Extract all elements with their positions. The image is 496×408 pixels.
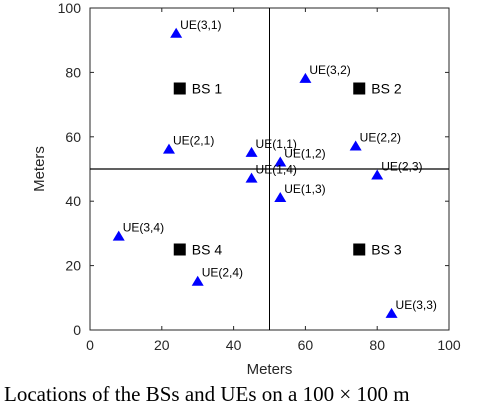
- bs-label: BS 4: [192, 242, 223, 258]
- x-tick-label: 0: [86, 337, 94, 353]
- ue-marker: [274, 191, 287, 202]
- ue-marker: [245, 146, 258, 157]
- ue-marker: [191, 275, 204, 286]
- figure-caption: Locations of the BSs and UEs on a 100 × …: [4, 382, 410, 406]
- ue-label: UE(2,2): [360, 130, 401, 144]
- bs-label: BS 1: [192, 81, 223, 97]
- plot-axes: 0 20 40 60 80 100 0 20 40 60 80 100: [58, 0, 461, 353]
- x-axis-label: Meters: [247, 361, 293, 378]
- y-tick-label: 80: [65, 64, 81, 80]
- x-tick-label: 20: [154, 337, 170, 353]
- quadrant-divider-lines: [90, 8, 449, 330]
- y-tick-label: 60: [65, 129, 81, 145]
- x-tick-label: 80: [369, 337, 385, 353]
- bs-marker: [173, 82, 186, 95]
- ue-label: UE(1,3): [284, 182, 325, 196]
- x-tick-label: 100: [437, 337, 461, 353]
- chart-marks: BS 1 BS 2 BS 3 BS 4 UE(3,1) UE(3,2) UE(2,1) UE(…: [112, 18, 437, 318]
- bs-label: BS 3: [371, 242, 402, 258]
- ue-label: UE(2,3): [381, 159, 422, 173]
- ue-label: UE(3,2): [309, 63, 350, 77]
- y-tick-label: 20: [65, 258, 81, 274]
- ue-marker: [299, 72, 312, 83]
- ue-label: UE(3,4): [123, 221, 164, 235]
- bs-marker: [353, 82, 366, 95]
- bs-label: BS 2: [371, 81, 402, 97]
- ue-label: UE(1,1): [256, 137, 297, 151]
- ue-marker: [162, 143, 175, 154]
- x-tick-label: 60: [298, 337, 314, 353]
- ue-marker: [245, 172, 258, 183]
- y-tick-label: 100: [58, 0, 82, 16]
- x-tick-label: 40: [226, 337, 242, 353]
- y-axis-label: Meters: [31, 146, 48, 192]
- bs-marker: [173, 243, 186, 256]
- ue-label: UE(3,3): [396, 298, 437, 312]
- ue-marker: [274, 156, 287, 167]
- ue-marker: [112, 230, 125, 241]
- ue-marker: [349, 140, 362, 151]
- ue-label: UE(2,4): [202, 266, 243, 280]
- ue-label: UE(2,1): [173, 134, 214, 148]
- ue-marker: [371, 169, 384, 180]
- ue-label: UE(1,2): [284, 147, 325, 161]
- ue-label: UE(1,4): [256, 163, 297, 177]
- bs-marker: [353, 243, 366, 256]
- ue-marker: [170, 27, 183, 38]
- ue-label: UE(3,1): [180, 18, 221, 32]
- ue-marker: [385, 307, 398, 318]
- y-tick-label: 40: [65, 193, 81, 209]
- y-tick-label: 0: [73, 322, 81, 338]
